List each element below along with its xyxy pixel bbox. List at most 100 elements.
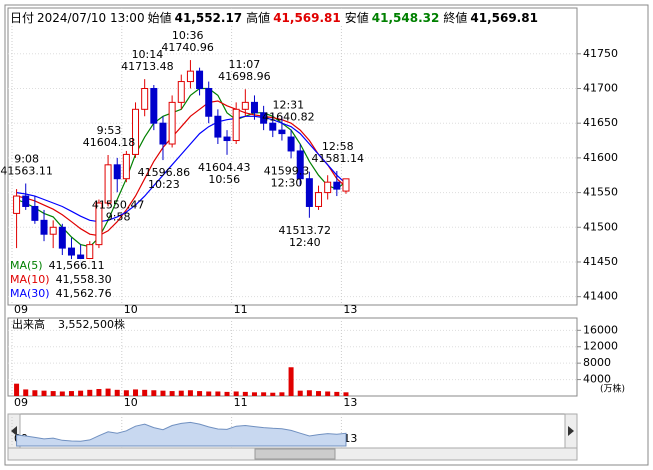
annotation-time: 12:31 [272, 99, 304, 112]
x-tick-label: 10 [124, 303, 138, 316]
candle-body [58, 226, 66, 249]
annotation-value: 41513.72 [279, 224, 332, 237]
volume-bar [169, 391, 175, 396]
candle-body [86, 244, 94, 260]
annotation-time: 9:08 [14, 152, 39, 165]
volume-bar [206, 391, 212, 396]
volume-bar [334, 391, 340, 396]
annotation-value: 41581.14 [311, 152, 364, 165]
header-label: 高値 [246, 11, 271, 25]
candle-body [296, 150, 304, 180]
candle-body [132, 108, 140, 155]
header: 日付 2024/07/10 13:00 始値 41,552.17 高値 41,569.81… [10, 9, 542, 26]
legend-entry: MA(10) 41,558.30 [10, 273, 112, 287]
volume-bar [288, 367, 294, 396]
candle-body [232, 108, 240, 142]
volume-bar [187, 390, 193, 396]
candle-body [150, 87, 158, 124]
x-tick-label: 13 [343, 432, 357, 445]
volume-bar [123, 390, 129, 396]
volume-bar [78, 390, 84, 396]
annotation-value: 41596.86 [138, 166, 191, 179]
volume-bar [14, 383, 20, 396]
candle-body [269, 122, 277, 131]
volume-bar [142, 389, 148, 396]
scroll-thumb[interactable] [254, 448, 336, 460]
header-label: 安値 [344, 11, 369, 25]
candle-body [95, 202, 103, 246]
annotation-time: 10:23 [148, 178, 180, 191]
candle-body [13, 195, 21, 214]
legend-value: 41,566.11 [48, 259, 105, 272]
x-tick-label: 09 [14, 303, 28, 316]
volume-bar [197, 391, 203, 396]
candle-body [324, 181, 332, 194]
annotation-value: 41599.3 [264, 164, 310, 177]
x-tick-label: 13 [343, 396, 357, 409]
volume-bar [316, 391, 322, 396]
candle-body [67, 247, 75, 256]
annotation-time: 12:58 [322, 140, 354, 153]
legend-name: MA(5) [10, 259, 43, 272]
arrow-left [11, 426, 17, 436]
header-value: 41,569.81 [273, 11, 341, 25]
candle-body [22, 195, 30, 207]
volume-total: 3,552,500株 [58, 317, 125, 331]
y-tick-label: 41600 [583, 151, 618, 164]
volume-bar [133, 389, 139, 396]
volume-bar [50, 391, 56, 396]
x-tick-label: 13 [343, 303, 357, 316]
volume-bar [297, 390, 303, 396]
volume-bar [306, 390, 312, 396]
annotation-value: 41713.48 [121, 60, 174, 73]
candle-body [260, 112, 268, 124]
candle-body [196, 70, 204, 89]
annotation-value: 41563.11 [0, 164, 53, 177]
volume-bar [23, 389, 29, 396]
volume-bar [251, 392, 257, 396]
annotation-time: 9:58 [106, 210, 131, 223]
annotation-value: 41604.18 [83, 136, 136, 149]
x-tick-label: 09 [14, 396, 28, 409]
volume-bar [325, 391, 331, 396]
navigator-area [16, 421, 347, 447]
volume-bar [261, 392, 267, 396]
annotation-value: 41698.96 [218, 70, 271, 83]
candle-body [287, 136, 295, 152]
volume-tick-label: 4000 [583, 373, 611, 386]
candle-body [250, 101, 258, 114]
legend-value: 41,558.30 [55, 273, 112, 286]
annotation-value: 41604.43 [198, 161, 251, 174]
annotation-value: 41640.82 [262, 111, 315, 124]
candle-body [49, 226, 57, 235]
candle-body [205, 87, 213, 117]
volume-bar [178, 390, 184, 396]
annotation-value: 41550.47 [92, 198, 145, 211]
candle-body [141, 87, 149, 110]
y-tick-label: 41700 [583, 81, 618, 94]
frame [4, 4, 649, 466]
candle-body [77, 254, 85, 260]
candle-body [159, 122, 167, 145]
legend-value: 41,562.76 [55, 287, 112, 300]
y-tick-label: 41650 [583, 116, 618, 129]
volume-bar [87, 389, 93, 396]
legend-entry: MA(5) 41,566.11 [10, 259, 112, 273]
ma-line [16, 115, 347, 223]
candle-body [186, 70, 194, 83]
y-tick-label: 41400 [583, 290, 618, 303]
y-tick-label: 41750 [583, 47, 618, 60]
candle-body [278, 129, 286, 135]
volume-unit: (万株) [600, 383, 625, 395]
candle-body [315, 192, 323, 207]
annotation-time: 11:07 [229, 58, 261, 71]
arrow-right [568, 426, 574, 436]
header-label: 終値 [443, 11, 468, 25]
annotation-time: 10:14 [132, 48, 164, 61]
annotation-time: 10:56 [208, 173, 240, 186]
volume-bar [151, 390, 157, 396]
header-value: 41,552.17 [174, 11, 243, 25]
volume-bar [160, 390, 166, 396]
candle-body [104, 164, 112, 204]
